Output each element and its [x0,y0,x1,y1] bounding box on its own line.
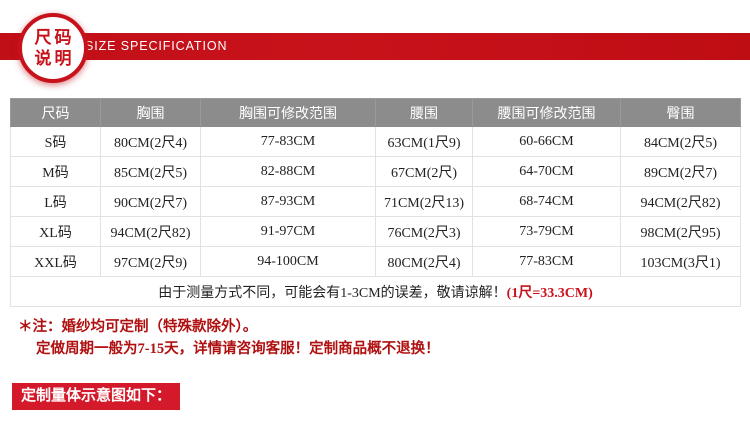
badge-line-2: 说明 [34,49,75,68]
badge-line-1: 尺码 [34,28,75,47]
note-line-2: 定做周期一般为7-15天，详情请咨询客服！定制商品概不退换！ [36,341,440,357]
cell-waist: 63CM(1尺9) [375,126,473,157]
column-header-waist: 腰围 [375,98,473,127]
cell-size: L码 [10,186,101,217]
cell-bust-range: 94-100CM [200,246,376,277]
cell-bust: 94CM(2尺82) [100,216,201,247]
tolerance-note-text: 由于测量方式不同，可能会有1-3CM的误差，敬请谅解！ [158,285,507,301]
table-footnote-row: 由于测量方式不同，可能会有1-3CM的误差，敬请谅解！(1尺=33.3CM) [10,276,741,307]
cell-hip: 103CM(3尺1) [620,246,741,277]
cell-size: M码 [10,156,101,187]
cell-bust: 85CM(2尺5) [100,156,201,187]
cell-size: XXL码 [10,246,101,277]
size-spec-badge: 尺码 说明 [18,13,88,83]
table-row: XL码 94CM(2尺82) 91-97CM 76CM(2尺3) 73-79CM… [10,216,741,247]
column-header-bust: 胸围 [100,98,201,127]
note-line-1: ＊注：婚纱均可定制（特殊款除外）。 [18,319,258,335]
cell-bust-range: 87-93CM [200,186,376,217]
cell-hip: 89CM(2尺7) [620,156,741,187]
cell-size: XL码 [10,216,101,247]
table-row: S码 80CM(2尺4) 77-83CM 63CM(1尺9) 60-66CM 8… [10,126,741,157]
measurement-tolerance-note: 由于测量方式不同，可能会有1-3CM的误差，敬请谅解！(1尺=33.3CM) [10,276,741,307]
cell-waist-range: 73-79CM [472,216,621,247]
cell-size: S码 [10,126,101,157]
table-row: L码 90CM(2尺7) 87-93CM 71CM(2尺13) 68-74CM … [10,186,741,217]
measurement-diagram-banner: 定制量体示意图如下： [12,383,181,410]
column-header-waist-range: 腰围可修改范围 [472,98,621,127]
page-header: SIZE SPECIFICATION 尺码 说明 [0,0,750,92]
cell-waist: 67CM(2尺) [375,156,473,187]
size-table-container: 尺码 胸围 胸围可修改范围 腰围 腰围可修改范围 臀围 S码 80CM(2尺4)… [10,98,741,307]
cell-waist: 80CM(2尺4) [375,246,473,277]
cell-waist: 71CM(2尺13) [375,186,473,217]
table-row: XXL码 97CM(2尺9) 94-100CM 80CM(2尺4) 77-83C… [10,246,741,277]
column-header-bust-range: 胸围可修改范围 [200,98,376,127]
cell-bust: 80CM(2尺4) [100,126,201,157]
table-row: M码 85CM(2尺5) 82-88CM 67CM(2尺) 64-70CM 89… [10,156,741,187]
cell-bust: 90CM(2尺7) [100,186,201,217]
cell-waist-range: 77-83CM [472,246,621,277]
cell-bust-range: 77-83CM [200,126,376,157]
cell-waist-range: 60-66CM [472,126,621,157]
cell-waist-range: 64-70CM [472,156,621,187]
cell-hip: 94CM(2尺82) [620,186,741,217]
cell-hip: 98CM(2尺95) [620,216,741,247]
header-red-bar [0,33,750,60]
cell-hip: 84CM(2尺5) [620,126,741,157]
chi-conversion-note: (1尺=33.3CM) [506,285,593,301]
cell-waist-range: 68-74CM [472,186,621,217]
column-header-hip: 臀围 [620,98,741,127]
cell-bust-range: 91-97CM [200,216,376,247]
header-title-english: SIZE SPECIFICATION [85,39,228,53]
column-header-size: 尺码 [10,98,101,127]
cell-waist: 76CM(2尺3) [375,216,473,247]
table-header-row: 尺码 胸围 胸围可修改范围 腰围 腰围可修改范围 臀围 [10,98,741,127]
cell-bust: 97CM(2尺9) [100,246,201,277]
customization-notes: ＊注：婚纱均可定制（特殊款除外）。 定做周期一般为7-15天，详情请咨询客服！定… [18,316,718,360]
cell-bust-range: 82-88CM [200,156,376,187]
size-specification-table: 尺码 胸围 胸围可修改范围 腰围 腰围可修改范围 臀围 S码 80CM(2尺4)… [10,98,741,307]
